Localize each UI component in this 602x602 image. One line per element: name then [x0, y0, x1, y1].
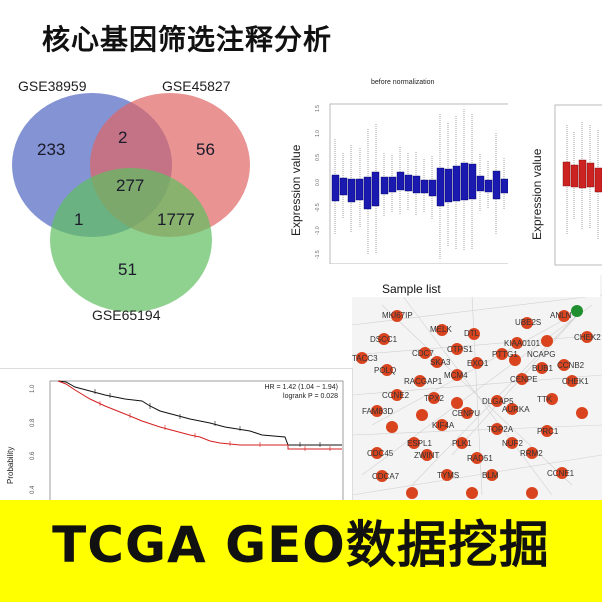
hazard-ratio-text: HR = 1.42 (1.04 − 1.94)	[264, 384, 338, 391]
node-label: RACGAP1	[404, 377, 443, 386]
node-label: CCNE2	[382, 391, 410, 400]
node-label: PTTG1	[492, 350, 518, 359]
svg-text:-1.5: -1.5	[315, 250, 321, 259]
boxplot-before: 1.5 1.0 0.5 0.0 -0.5 -1.0 -1.5	[315, 103, 508, 264]
svg-text:0.6: 0.6	[30, 451, 36, 460]
node-label: CCNB2	[557, 361, 585, 370]
venn-region-value: 1777	[157, 210, 195, 229]
svg-text:0.0: 0.0	[315, 179, 321, 186]
node-label: TACC3	[352, 354, 378, 363]
node-label: CHEK1	[562, 377, 589, 386]
node-label: ANLN	[550, 311, 572, 320]
node-label: CENPE	[510, 375, 538, 384]
page-title: 核心基因筛选注释分析	[42, 23, 333, 56]
node-label: CDC45	[367, 449, 394, 458]
node-label: ZWINT	[414, 451, 440, 460]
banner-text: TCGA GEO数据挖掘	[52, 516, 550, 574]
node-label: SKA3	[430, 358, 451, 367]
boxplot-title: before normalization	[371, 79, 435, 86]
node-label: UBE2S	[515, 318, 542, 327]
network-nodes: MKI67IP MELK DTL UBE2S ANLN CHEK2 DSCC1 …	[352, 303, 602, 503]
network-title: Sample list	[382, 282, 441, 296]
venn-region-value: 51	[118, 260, 137, 279]
venn-region-value: 56	[196, 140, 215, 159]
svg-text:1.0: 1.0	[315, 130, 321, 137]
node-label: CENPU	[452, 409, 481, 418]
venn-set-label: GSE38959	[18, 78, 87, 94]
node-label: DSCC1	[370, 335, 398, 344]
svg-text:1.5: 1.5	[315, 105, 321, 112]
node-label: AURKA	[502, 405, 530, 414]
node-label: RRM2	[520, 449, 543, 458]
node-label: BUB1	[532, 364, 553, 373]
venn-region-value: 2	[118, 128, 128, 147]
svg-text:1.0: 1.0	[30, 384, 36, 393]
venn-region-value: 1	[74, 210, 84, 229]
boxplot-after-panel: Expression value	[515, 90, 602, 270]
node-label: CDCA7	[372, 472, 400, 481]
venn-region-value: 277	[116, 176, 145, 195]
node-label: PRC1	[537, 427, 559, 436]
network-panel: Sample list MKI67IP MELK DTL UBE2S ANLN …	[350, 275, 602, 503]
venn-diagram: GSE38959 GSE45827 GSE65194 233 56 2 277 …	[0, 70, 280, 330]
node-label: CTPS1	[447, 345, 473, 354]
node-label: DTL	[464, 329, 480, 338]
node-label: NCAPG	[527, 350, 556, 359]
node-label: MKI67IP	[382, 311, 413, 320]
node-label: KIF4A	[432, 421, 455, 430]
node-label: ESPL1	[407, 439, 432, 448]
node-label: TTK	[537, 395, 553, 404]
svg-text:0.5: 0.5	[315, 154, 321, 161]
node-label: TYMS	[437, 471, 460, 480]
node-label: POLQ	[374, 366, 397, 375]
venn-circles	[12, 93, 250, 312]
svg-text:0.4: 0.4	[30, 485, 36, 494]
node-label: FAM83D	[362, 407, 394, 416]
boxplot-before-panel: before normalization Expression value 1.…	[283, 74, 508, 264]
node-label: CHEK2	[574, 333, 601, 342]
venn-set-label: GSE65194	[92, 307, 161, 323]
node-label: DLGAP5	[482, 397, 514, 406]
node-label: NUF2	[502, 439, 523, 448]
node-label: BLM	[482, 471, 499, 480]
km-plot-panel: Probability 1.0 0.8 0.6 0.4 HR = 1.42 (1…	[0, 368, 353, 501]
km-legend: HR = 1.42 (1.04 − 1.94) logrank P = 0.02…	[264, 383, 338, 401]
node-label: MELK	[430, 325, 452, 334]
km-curves: 1.0 0.8 0.6 0.4	[30, 380, 344, 501]
svg-text:-0.5: -0.5	[315, 203, 321, 212]
svg-text:0.8: 0.8	[30, 418, 36, 427]
node-label: RAD51	[467, 454, 493, 463]
venn-region-value: 233	[37, 140, 66, 159]
node-label: KIAA0101	[504, 339, 541, 348]
node-label: EXO1	[467, 359, 489, 368]
node-label: TOP2A	[487, 425, 514, 434]
node-label: PLK1	[452, 439, 472, 448]
title-banner	[0, 500, 602, 602]
logrank-p-text: logrank P = 0.028	[283, 393, 338, 400]
node-label: CDC7	[412, 349, 434, 358]
node-label: MCM4	[444, 371, 468, 380]
boxplot-after	[554, 104, 602, 266]
venn-set-label: GSE45827	[162, 78, 231, 94]
svg-text:-1.0: -1.0	[315, 226, 321, 235]
node-label: TPX2	[424, 394, 445, 403]
node-label: CCNE1	[547, 469, 575, 478]
